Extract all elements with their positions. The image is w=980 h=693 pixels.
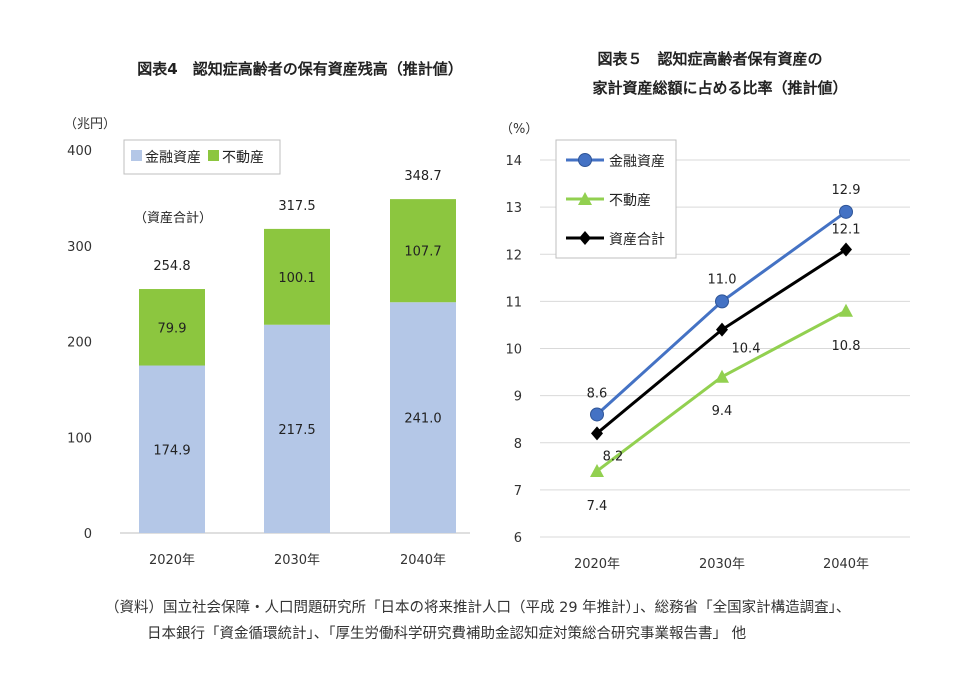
bar-segment-data-label: 217.5 (278, 423, 315, 438)
bar-total-label: 254.8 (153, 259, 190, 274)
line-data-label: 8.2 (603, 449, 624, 464)
bar-total-label: 317.5 (278, 199, 315, 214)
legend-label-line-series-total: 資産合計 (609, 232, 665, 248)
line-data-label: 12.9 (832, 183, 861, 198)
circle-marker (839, 204, 853, 219)
line-data-label: 10.8 (832, 339, 861, 354)
bar-chart: 図表4 認知症高齢者の保有資産残高（推計値） （兆円） （資産合計） 金融資産 … (64, 60, 470, 568)
diamond-marker (840, 242, 852, 257)
bar-chart-total-label: （資産合計） (134, 210, 212, 226)
bar-segment-data-label: 174.9 (153, 443, 190, 458)
triangle-marker (839, 303, 853, 317)
bar-segment-financial (139, 365, 205, 533)
line-chart-unit-label: （%） (500, 122, 538, 137)
line-x-tick-label: 2040年 (823, 557, 869, 572)
line-y-tick-label: 12 (505, 248, 522, 263)
bar-segment-real-estate (390, 199, 456, 303)
line-data-label: 9.4 (712, 404, 733, 419)
legend-circle-marker (578, 153, 592, 167)
bar-chart-title: 図表4 認知症高齢者の保有資産残高（推計値） (137, 60, 462, 78)
bar-segment-financial (264, 324, 330, 533)
bar-x-tick-label: 2030年 (274, 553, 320, 568)
bar-x-tick-label: 2020年 (149, 553, 195, 568)
line-data-label: 12.1 (832, 223, 861, 238)
bar-x-tick-label: 2040年 (400, 553, 446, 568)
bar-segment-data-label: 107.7 (404, 245, 441, 260)
bar-y-tick-label: 300 (67, 240, 92, 255)
bar-legend-box (123, 139, 281, 175)
legend-triangle-marker (578, 192, 592, 205)
bar-segment-data-label: 79.9 (158, 321, 187, 336)
line-y-tick-label: 9 (514, 390, 522, 405)
line-y-tick-label: 13 (505, 201, 522, 216)
bar-segment-real-estate (264, 228, 330, 325)
line-chart-title-line-2: 家計資産総額に占める比率（推計値） (592, 79, 847, 97)
bar-y-tick-label: 200 (67, 336, 92, 351)
line-y-tick-label: 11 (505, 295, 522, 310)
line-y-tick-label: 10 (505, 343, 522, 358)
source-note-line-1: （資料）国立社会保障・人口問題研究所「日本の将来推計人口（平成 29 年推計）」… (105, 600, 851, 616)
line-x-tick-label: 2020年 (574, 557, 620, 572)
line-x-tick-label: 2030年 (699, 557, 745, 572)
bar-y-tick-label: 0 (84, 527, 92, 542)
legend-label-line-series-financial: 金融資産 (609, 154, 665, 170)
line-y-tick-label: 7 (514, 484, 522, 499)
legend-label-financial: 金融資産 (145, 150, 201, 166)
triangle-marker (715, 369, 729, 383)
bar-segment-financial (390, 302, 456, 533)
bar-segment-data-label: 100.1 (278, 271, 315, 286)
line-y-tick-label: 6 (514, 531, 522, 546)
diamond-marker (716, 322, 728, 337)
legend-label-real-estate: 不動産 (222, 150, 264, 166)
line-data-label: 11.0 (708, 272, 737, 287)
line-chart-title-line-1: 図表５ 認知症高齢者保有資産の (597, 50, 822, 68)
bar-y-tick-label: 100 (67, 431, 92, 446)
line-y-tick-label: 14 (505, 154, 522, 169)
source-note-line-2: 日本銀行「資金循環統計」、「厚生労働科学研究費補助金認知症対策総合研究事業報告書… (147, 626, 747, 642)
line-data-label: 10.4 (732, 342, 761, 357)
line-data-label: 7.4 (587, 499, 608, 514)
line-data-label: 8.6 (587, 386, 608, 401)
legend-swatch-financial (131, 150, 142, 161)
bar-segment-real-estate (139, 289, 205, 366)
bar-total-label: 348.7 (404, 169, 441, 184)
triangle-marker (590, 464, 604, 478)
line-y-tick-label: 8 (514, 437, 522, 452)
bar-chart-unit-label: （兆円） (64, 117, 116, 132)
circle-marker (715, 294, 729, 309)
line-chart: 図表５ 認知症高齢者保有資産の 家計資産総額に占める比率（推計値） （%） 6 7… (500, 50, 910, 572)
legend-label-line-series-real-estate: 不動産 (609, 193, 651, 209)
bar-y-tick-label: 400 (67, 144, 92, 159)
legend-diamond-marker (579, 231, 591, 245)
circle-marker (590, 407, 604, 422)
legend-swatch-real-estate (208, 150, 219, 161)
diamond-marker (591, 426, 603, 441)
bar-segment-data-label: 241.0 (404, 412, 441, 427)
